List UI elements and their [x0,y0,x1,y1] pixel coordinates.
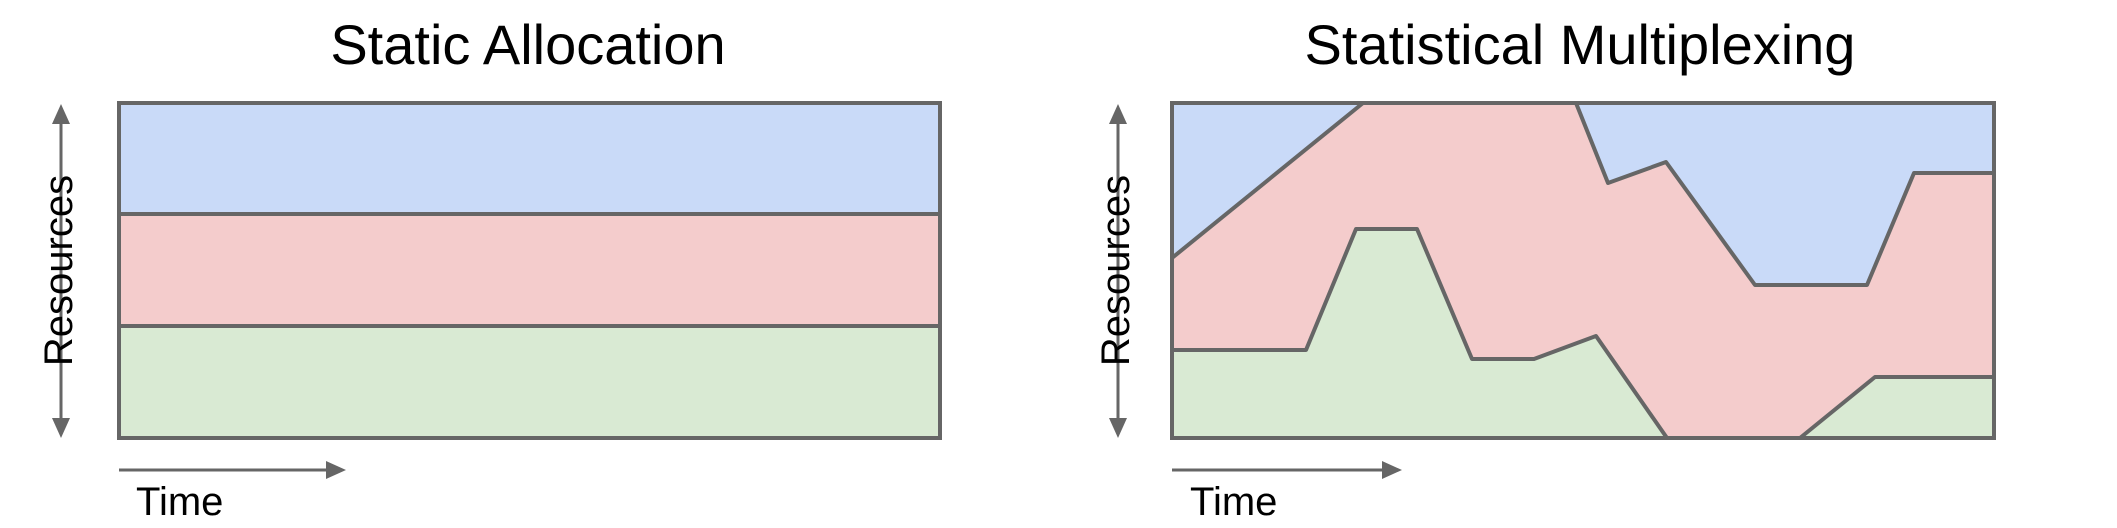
green-usage-region-right [1800,377,1994,438]
statistical-multiplexing-panel: Statistical Multiplexing Resources Time [1058,0,2117,528]
resources-axis-label: Resources [37,174,82,367]
static-allocation-panel: Static Allocation Resources Time [37,13,942,524]
multiplexing-frame [1170,101,1996,440]
time-axis-label: Time [136,480,224,524]
statistical-multiplexing-diagram [1109,101,1996,479]
time-axis-arrow [119,461,346,479]
red-green-boundary-right [1798,375,1994,440]
resources-axis-label: Resources [1094,174,1139,367]
static-allocation-title: Static Allocation [330,13,726,76]
resources-axis-arrow [52,104,70,438]
time-axis-label: Time [1190,480,1278,524]
red-green-boundary [1172,227,1669,440]
statistical-multiplexing-title: Statistical Multiplexing [1304,13,1856,76]
red-allocation-band [117,212,942,328]
resources-axis-arrow [1109,104,1127,438]
green-allocation-band [117,324,942,440]
blue-allocation-band [117,101,942,216]
time-axis-arrow [1172,461,1402,479]
green-usage-region [1172,229,1667,438]
static-allocation-diagram [52,101,942,479]
